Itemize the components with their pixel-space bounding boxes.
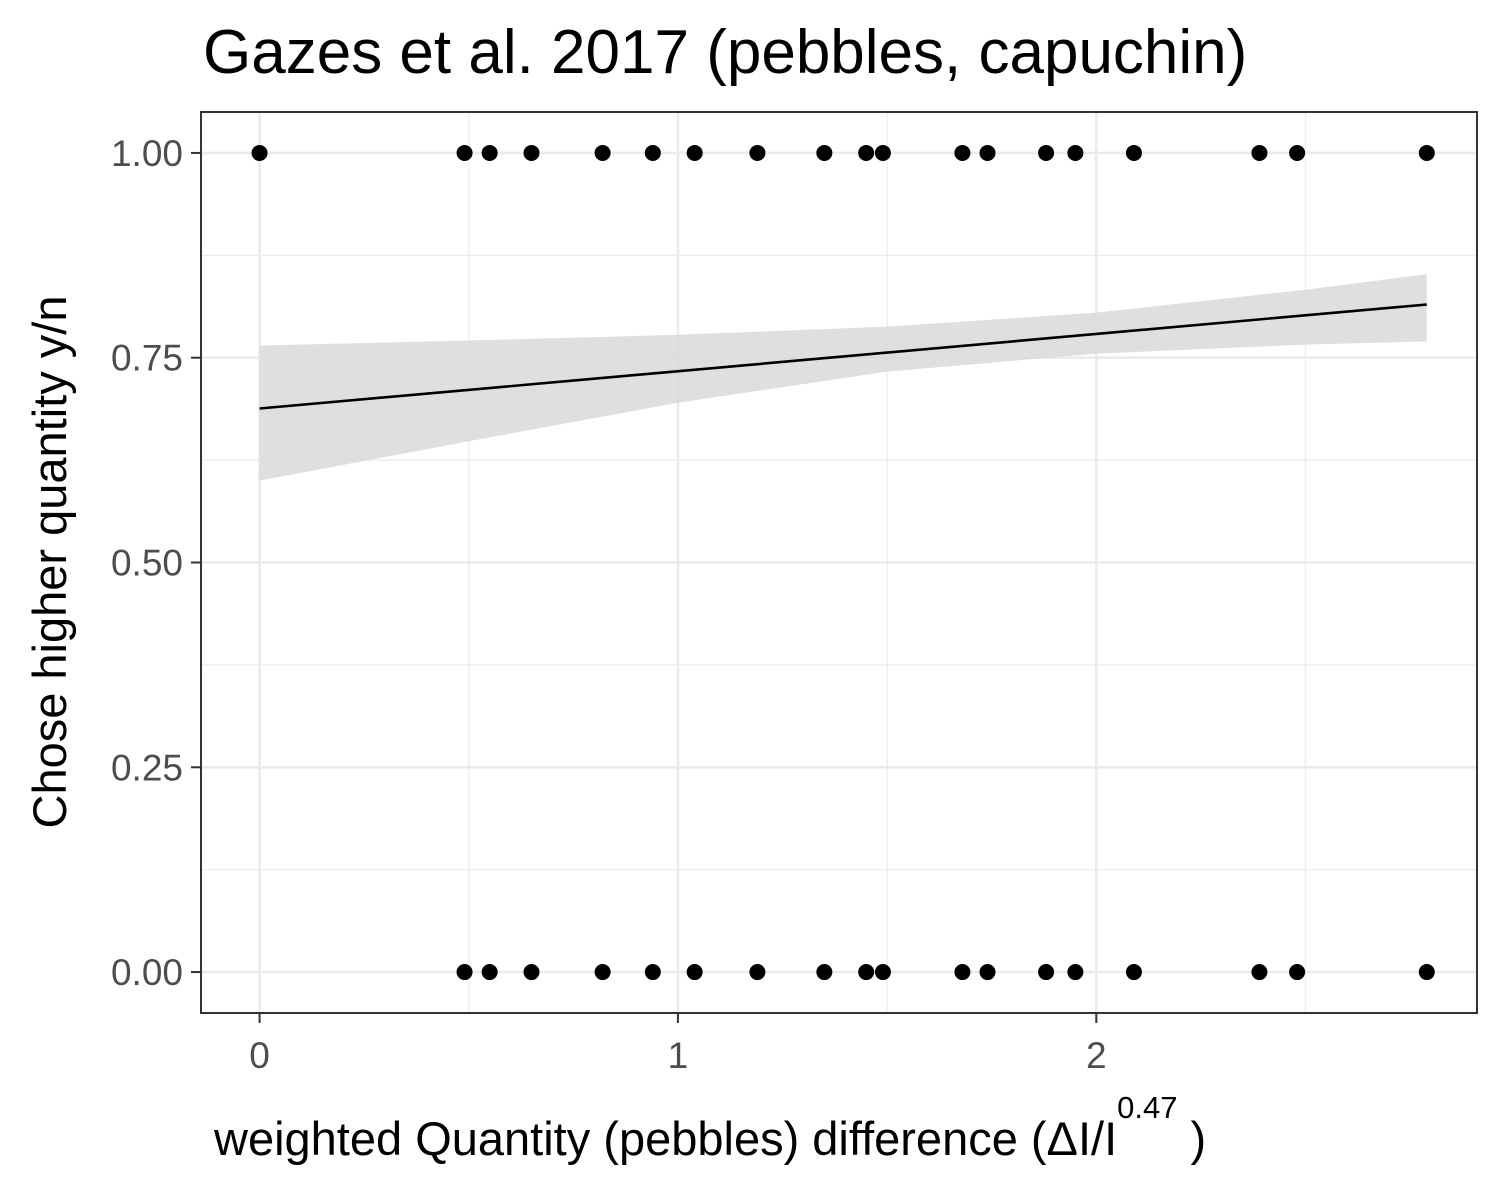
- data-point: [1418, 964, 1435, 981]
- data-point: [1289, 964, 1306, 981]
- axis-ticks: 0 1 2 0.00 0.25 0.50 0.75 1.00: [111, 133, 1107, 1076]
- data-point: [874, 144, 891, 161]
- data-point: [874, 964, 891, 981]
- y-tick-label: 0.50: [111, 543, 183, 584]
- y-tick-label: 1.00: [111, 133, 183, 174]
- data-point: [1038, 144, 1055, 161]
- data-point: [1038, 964, 1055, 981]
- data-point: [686, 964, 703, 981]
- trend-line: [259, 303, 1427, 410]
- data-point: [979, 144, 996, 161]
- data-points: [251, 144, 1435, 981]
- trend-line-layer: [259, 303, 1427, 410]
- x-axis-label-close: ): [1177, 1112, 1206, 1165]
- data-point: [1251, 964, 1268, 981]
- y-tick-label: 0.25: [111, 747, 183, 788]
- grid-lines: [201, 112, 1477, 1013]
- confidence-band-layer: [259, 274, 1427, 481]
- data-point: [523, 964, 540, 981]
- data-point: [1289, 144, 1306, 161]
- data-point: [1418, 144, 1435, 161]
- data-point: [816, 964, 833, 981]
- x-tick-label: 0: [249, 1035, 270, 1076]
- x-tick-label: 2: [1086, 1035, 1107, 1076]
- data-point: [644, 964, 661, 981]
- data-point: [954, 964, 971, 981]
- data-point: [456, 964, 473, 981]
- y-axis-label: Chose higher quantity y/n: [23, 296, 76, 829]
- data-point: [858, 964, 875, 981]
- data-point: [858, 144, 875, 161]
- x-axis-label-superscript: 0.47: [1117, 1090, 1177, 1125]
- data-point: [979, 964, 996, 981]
- data-point: [686, 144, 703, 161]
- data-point: [1067, 144, 1084, 161]
- data-point: [594, 964, 611, 981]
- data-point: [594, 144, 611, 161]
- data-point: [954, 144, 971, 161]
- chart-title: Gazes et al. 2017 (pebbles, capuchin): [203, 18, 1247, 87]
- data-point: [523, 144, 540, 161]
- y-tick-label: 0.00: [111, 952, 183, 993]
- data-point: [1067, 964, 1084, 981]
- data-point: [481, 964, 498, 981]
- confidence-band: [259, 274, 1427, 481]
- data-point: [816, 144, 833, 161]
- data-point: [749, 144, 766, 161]
- y-tick-label: 0.75: [111, 338, 183, 379]
- data-point: [1125, 964, 1142, 981]
- data-point: [481, 144, 498, 161]
- x-axis-label: weighted Quantity (pebbles) difference (…: [213, 1090, 1206, 1165]
- x-tick-label: 1: [668, 1035, 689, 1076]
- data-point: [1251, 144, 1268, 161]
- data-point: [749, 964, 766, 981]
- data-point: [1125, 144, 1142, 161]
- data-point: [251, 144, 268, 161]
- data-point: [456, 144, 473, 161]
- x-axis-label-main: weighted Quantity (pebbles) difference (…: [213, 1112, 1117, 1165]
- data-point: [644, 144, 661, 161]
